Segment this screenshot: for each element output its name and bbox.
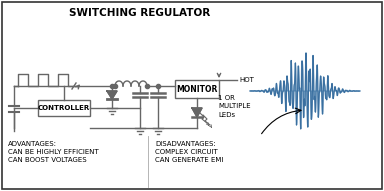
FancyBboxPatch shape bbox=[38, 100, 90, 116]
Text: 1 OR
MULTIPLE
LEDs: 1 OR MULTIPLE LEDs bbox=[218, 95, 251, 117]
Polygon shape bbox=[192, 108, 202, 117]
FancyBboxPatch shape bbox=[2, 2, 382, 189]
Text: CONTROLLER: CONTROLLER bbox=[38, 105, 90, 111]
Text: DISADVANTAGES:
COMPLEX CIRCUIT
CAN GENERATE EMI: DISADVANTAGES: COMPLEX CIRCUIT CAN GENER… bbox=[155, 141, 223, 163]
Text: HOT: HOT bbox=[239, 77, 254, 83]
Text: MONITOR: MONITOR bbox=[176, 84, 218, 94]
Text: SWITCHING REGULATOR: SWITCHING REGULATOR bbox=[70, 8, 211, 18]
Polygon shape bbox=[107, 91, 117, 99]
Text: ADVANTAGES:
CAN BE HIGHLY EFFICIENT
CAN BOOST VOLTAGES: ADVANTAGES: CAN BE HIGHLY EFFICIENT CAN … bbox=[8, 141, 99, 163]
FancyBboxPatch shape bbox=[175, 80, 219, 98]
